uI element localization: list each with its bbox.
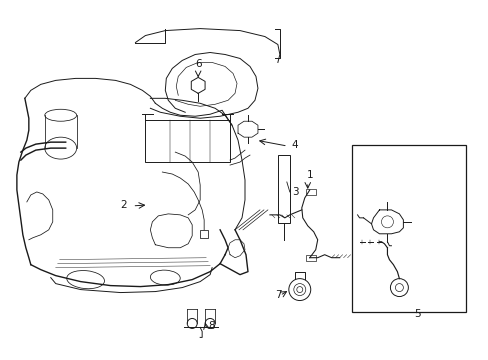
Text: 5: 5	[413, 310, 420, 319]
Text: 7: 7	[274, 289, 281, 300]
Text: 4: 4	[291, 140, 298, 150]
Text: 8: 8	[208, 321, 214, 332]
Text: 3: 3	[291, 187, 298, 197]
Text: 6: 6	[195, 59, 202, 69]
Bar	[305, 255, 315, 261]
Bar	[145, 120, 229, 162]
Bar	[351, 145, 465, 312]
Text: 1: 1	[306, 170, 313, 180]
Bar	[200, 230, 208, 238]
Bar	[277, 155, 289, 223]
Text: 2: 2	[120, 200, 127, 210]
Bar	[305, 189, 315, 195]
